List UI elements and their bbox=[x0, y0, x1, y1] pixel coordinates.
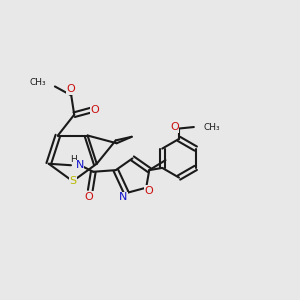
Text: N: N bbox=[119, 193, 128, 202]
Text: CH₃: CH₃ bbox=[29, 77, 46, 86]
Text: O: O bbox=[170, 122, 179, 132]
Text: O: O bbox=[84, 192, 93, 202]
Text: N: N bbox=[75, 160, 84, 170]
Text: CH₃: CH₃ bbox=[203, 122, 220, 131]
Text: O: O bbox=[145, 186, 154, 196]
Text: O: O bbox=[91, 105, 99, 115]
Text: O: O bbox=[67, 84, 76, 94]
Text: S: S bbox=[69, 176, 76, 186]
Text: H: H bbox=[70, 155, 77, 164]
